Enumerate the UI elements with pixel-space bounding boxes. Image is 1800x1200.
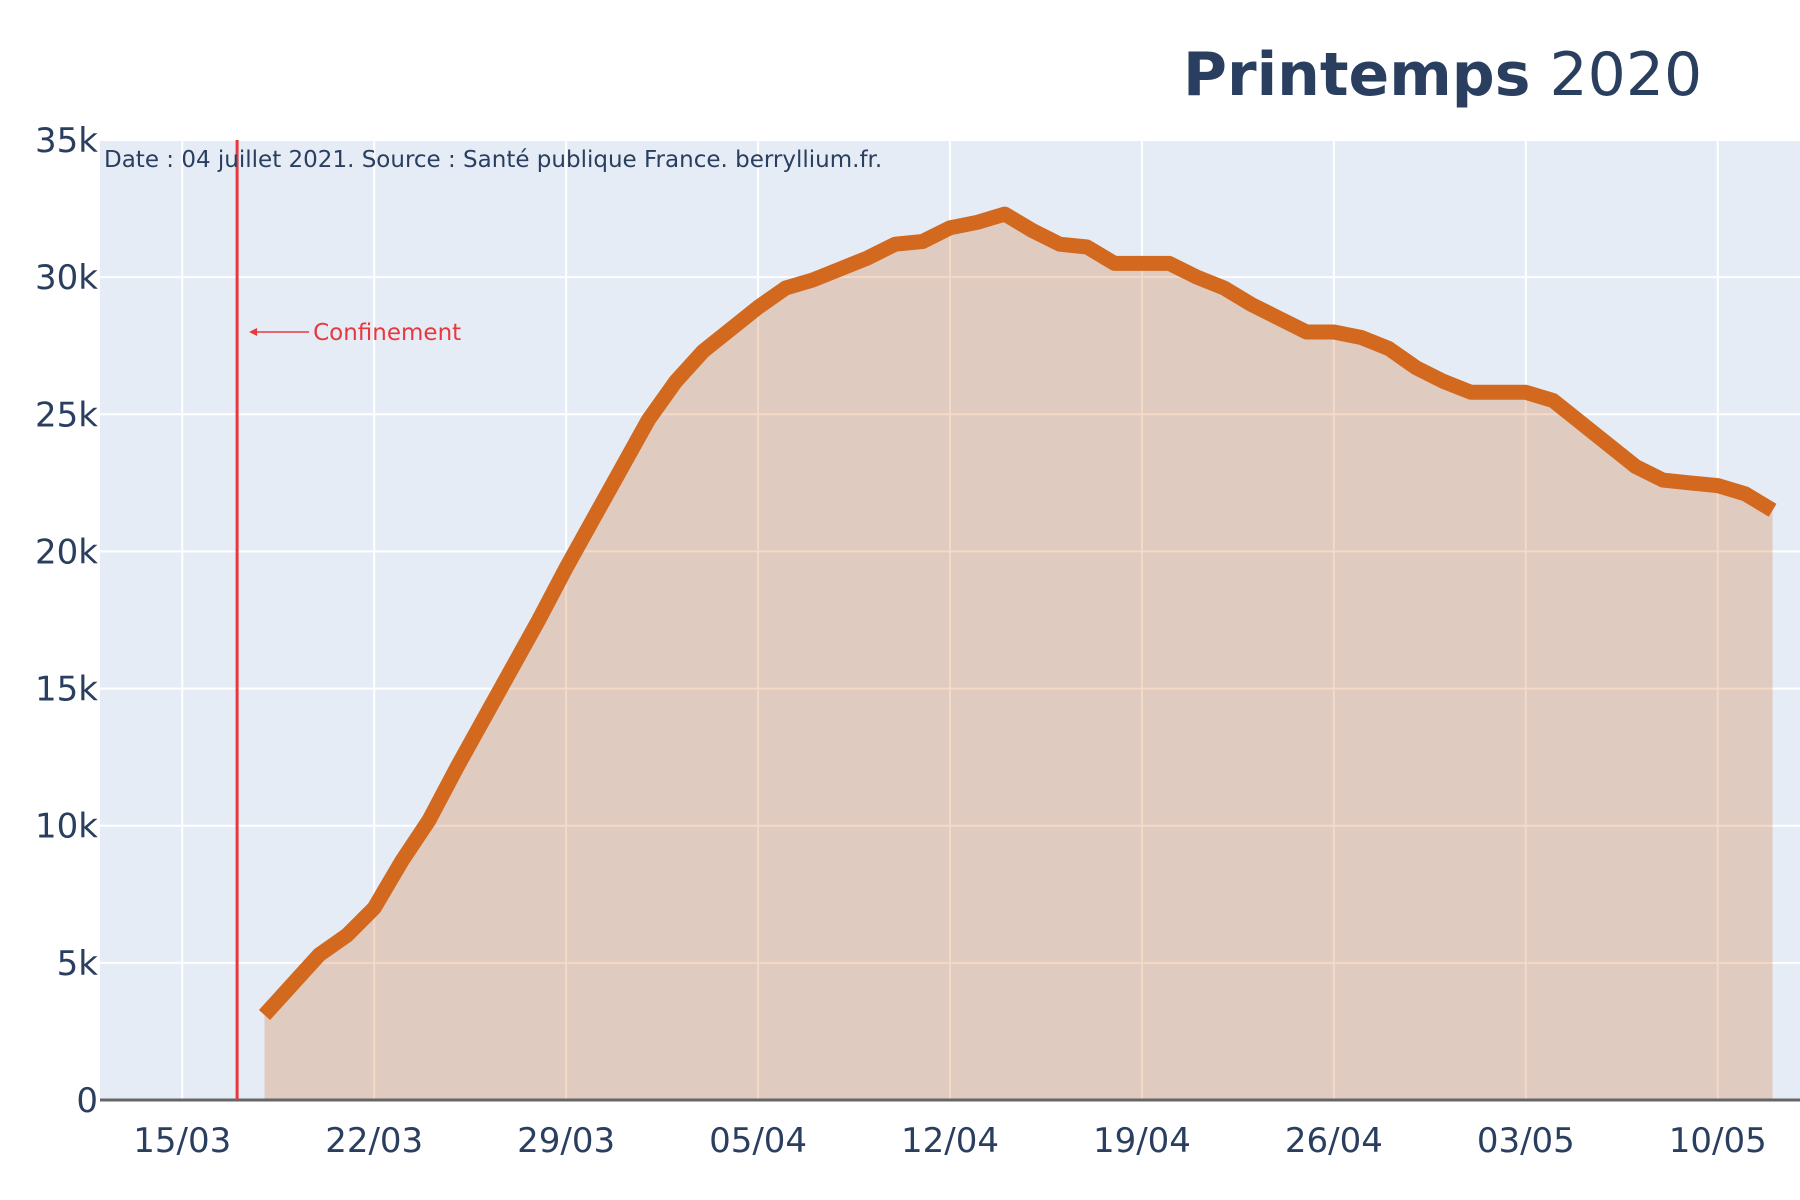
- x-tick-label: 03/05: [1477, 1121, 1575, 1161]
- confinement-label: Confinement: [313, 320, 461, 346]
- chart-title: Printemps 2020: [1183, 40, 1702, 110]
- y-axis-ticks: 0 5k 10k 15k 20k 25k 30k 35k: [35, 121, 98, 1121]
- chart-title-bold: Printemps: [1183, 40, 1531, 110]
- x-tick-label: 19/04: [1093, 1121, 1191, 1161]
- x-tick-label: 15/03: [133, 1121, 231, 1161]
- x-axis-ticks: 15/03 22/03 29/03 05/04 12/04 19/04 26/04 03/05…: [133, 1121, 1766, 1161]
- x-tick-label: 22/03: [325, 1121, 423, 1161]
- chart-title-year: 2020: [1549, 40, 1703, 110]
- confinement-annotation: Confinement: [235, 140, 461, 1100]
- x-tick-label: 29/03: [517, 1121, 615, 1161]
- y-tick-label: 5k: [57, 944, 99, 984]
- y-tick-label: 15k: [35, 670, 98, 710]
- x-tick-label: 05/04: [709, 1121, 807, 1161]
- y-tick-label: 25k: [35, 395, 98, 435]
- series-line: [258, 206, 1777, 1021]
- y-tick-label: 35k: [35, 121, 98, 161]
- x-tick-label: 26/04: [1285, 1121, 1383, 1161]
- x-tick-label: 10/05: [1669, 1121, 1767, 1161]
- confinement-arrow-head: [249, 328, 258, 336]
- y-tick-label: 30k: [35, 258, 98, 298]
- y-tick-label: 0: [76, 1081, 98, 1121]
- source-note: Date : 04 juillet 2021. Source : Santé p…: [104, 147, 882, 173]
- x-tick-label: 12/04: [901, 1121, 999, 1161]
- grid: [100, 139, 1800, 1100]
- y-tick-label: 20k: [35, 532, 98, 572]
- y-tick-label: 10k: [35, 807, 98, 847]
